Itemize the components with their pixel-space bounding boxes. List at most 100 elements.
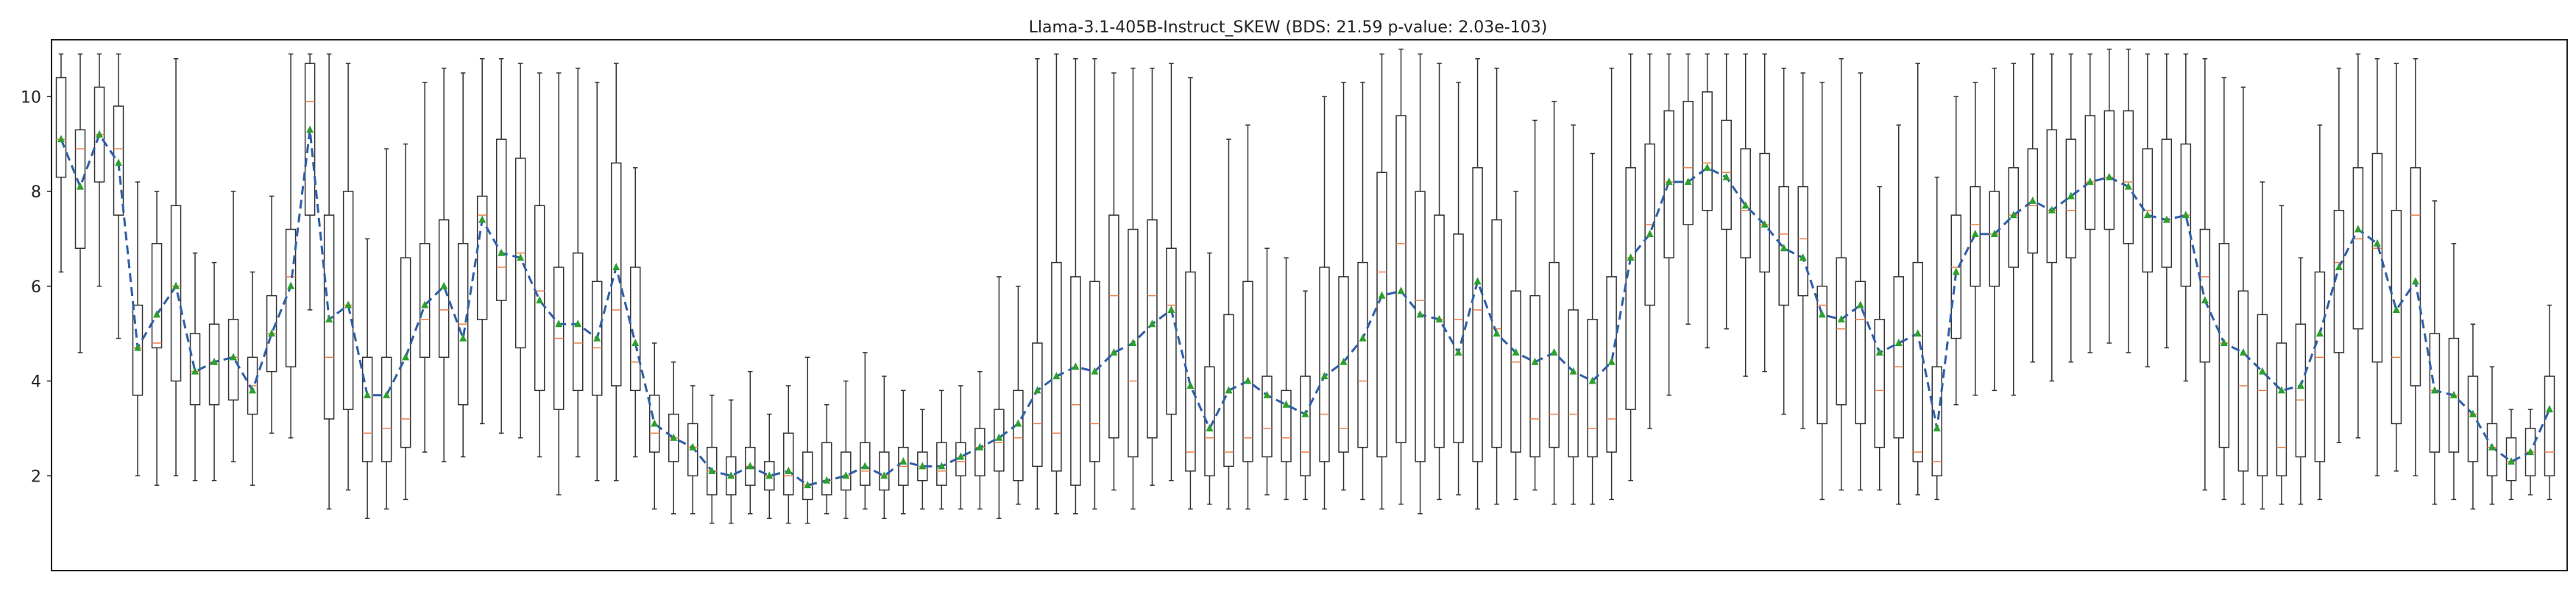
iqr-box — [1587, 319, 1598, 458]
box-item — [2103, 49, 2115, 344]
iqr-box — [1702, 91, 1713, 211]
iqr-box — [1415, 191, 1426, 462]
box-item — [553, 72, 565, 495]
box-item — [1950, 96, 1962, 406]
mean-marker — [459, 334, 467, 342]
box-item — [1682, 53, 1694, 325]
iqr-box — [1108, 214, 1119, 439]
box-item — [1395, 49, 1406, 505]
box-item — [955, 385, 966, 510]
mean-marker — [1971, 229, 1979, 237]
mean-marker — [880, 471, 888, 479]
box-item — [1242, 124, 1253, 510]
box-item — [1587, 152, 1598, 505]
y-tick-label: 8 — [31, 183, 41, 202]
iqr-box — [1529, 294, 1540, 458]
box-item — [1568, 124, 1579, 505]
mean-marker — [2546, 405, 2553, 413]
mean-marker — [842, 471, 850, 479]
mean-marker — [344, 300, 353, 308]
iqr-box — [1836, 257, 1847, 406]
iqr-box — [1874, 319, 1885, 448]
mean-marker — [995, 433, 1003, 441]
mean-marker — [191, 367, 199, 375]
iqr-box — [2467, 375, 2479, 462]
iqr-box — [687, 423, 698, 476]
iqr-box — [1166, 247, 1177, 415]
chart-title: Llama-3.1-405B-Instruct_SKEW (BDS: 21.59… — [1029, 18, 1548, 37]
iqr-box — [400, 257, 411, 448]
iqr-box — [2008, 167, 2020, 268]
iqr-box — [1472, 167, 1483, 462]
mean-marker — [976, 442, 984, 451]
iqr-box — [1721, 119, 1732, 230]
box-item — [2333, 67, 2345, 443]
box-series — [55, 49, 2555, 524]
mean-marker — [1110, 348, 1118, 356]
mean-marker — [765, 471, 774, 479]
mean-marker — [2488, 442, 2496, 451]
iqr-box — [132, 304, 144, 396]
box-item — [1702, 53, 1713, 349]
box-item — [1434, 63, 1445, 501]
box-item — [1759, 53, 1770, 373]
box-item — [1013, 286, 1024, 505]
iqr-box — [629, 267, 641, 392]
iqr-box — [2161, 138, 2173, 268]
y-tick-label: 10 — [21, 88, 41, 107]
box-item — [1931, 176, 1943, 501]
box-item — [2352, 53, 2364, 439]
box-item — [1625, 53, 1636, 482]
mean-marker — [1282, 400, 1290, 408]
mean-marker — [2411, 277, 2419, 285]
iqr-box — [2410, 167, 2421, 387]
mean-marker — [2220, 339, 2228, 346]
iqr-box — [2218, 243, 2230, 448]
iqr-box — [304, 63, 316, 216]
mean-marker — [478, 215, 486, 223]
mean-marker — [1512, 348, 1520, 356]
box-item — [304, 53, 316, 311]
iqr-box — [170, 205, 182, 382]
mean-marker — [153, 310, 161, 318]
y-tick-label: 4 — [31, 373, 41, 392]
box-item — [1147, 67, 1158, 486]
box-item — [514, 63, 526, 439]
mean-marker — [2028, 196, 2037, 204]
mean-marker — [727, 471, 735, 479]
box-item — [745, 370, 756, 515]
box-item — [1472, 58, 1483, 510]
mean-marker — [804, 481, 812, 489]
mean-marker — [1052, 372, 1061, 380]
iqr-box — [1510, 290, 1521, 453]
mean-marker — [651, 419, 659, 427]
box-item — [285, 53, 297, 439]
mean-marker — [2239, 348, 2247, 356]
box-item — [342, 63, 354, 491]
box-item — [860, 352, 871, 510]
mean-marker — [1206, 423, 1214, 431]
mean-marker — [1091, 367, 1099, 375]
mean-marker — [1531, 357, 1539, 365]
box-item — [1415, 53, 1426, 515]
mean-marker — [1454, 348, 1462, 356]
mean-marker — [612, 263, 620, 270]
iqr-box — [2391, 210, 2402, 425]
iqr-box — [227, 319, 239, 401]
iqr-box — [860, 442, 871, 486]
mean-marker — [1990, 229, 1998, 237]
mean-marker — [938, 462, 946, 470]
iqr-box — [2199, 228, 2211, 363]
mean-marker — [1129, 339, 1137, 346]
iqr-box — [2027, 148, 2039, 254]
box-item — [821, 403, 832, 515]
mean-marker — [1320, 372, 1328, 380]
box-item — [1510, 191, 1521, 501]
iqr-box — [2257, 314, 2268, 476]
box-item — [266, 195, 277, 434]
iqr-box — [1281, 389, 1292, 462]
box-item — [2257, 181, 2268, 510]
mean-marker — [2258, 367, 2266, 375]
box-item — [2218, 77, 2230, 501]
